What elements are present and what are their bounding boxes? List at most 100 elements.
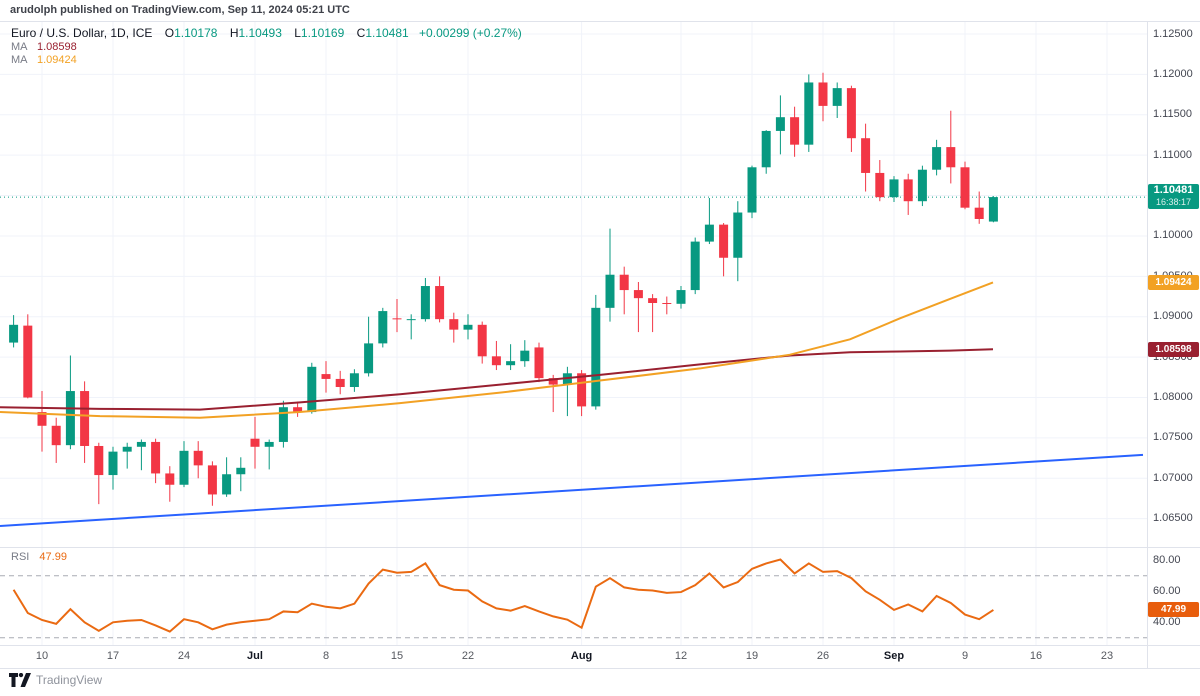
time-axis-label: 10 [35, 650, 49, 662]
candle [591, 294, 601, 410]
ma-fast-line[interactable] [0, 281, 994, 419]
candle [605, 228, 615, 322]
candle [662, 296, 672, 315]
time-axis-label: Sep [883, 650, 905, 662]
candle [122, 442, 132, 469]
candle [790, 106, 800, 157]
low-value: 1.10169 [300, 26, 345, 40]
candle [80, 381, 90, 463]
candle [463, 314, 473, 340]
candle [775, 95, 785, 155]
ma-slow-badge: 1.08598 [1148, 341, 1199, 357]
ma-fast-badge: 1.09424 [1148, 274, 1199, 290]
rsi-line[interactable] [12, 558, 994, 633]
candle [307, 362, 317, 414]
candle [94, 442, 104, 505]
candle [293, 401, 303, 417]
candle [364, 316, 374, 377]
symbol-legend[interactable]: Euro / U.S. Dollar, 1D, ICE O1.10178 H1.… [11, 26, 522, 40]
candle [648, 294, 658, 333]
time-axis[interactable]: 10 17 24 Jul 8 15 22 Aug 12 19 26 Sep 9 16 23 [0, 645, 1200, 668]
candlestick-series [9, 72, 998, 506]
candle [179, 441, 189, 488]
candle [420, 277, 430, 322]
current-price-badge: 1.10481 16:38:17 [1148, 184, 1199, 210]
candle [733, 201, 743, 282]
candle [151, 438, 161, 484]
time-axis-label: 24 [177, 650, 191, 662]
price-axis-label: 1.12000 [1153, 67, 1193, 80]
candle [449, 312, 459, 343]
rsi-legend[interactable]: RSI 47.99 [11, 551, 67, 563]
header-divider [0, 21, 1200, 22]
price-axis-label: 1.08000 [1153, 391, 1193, 403]
candle [108, 446, 118, 490]
time-axis-label: 26 [816, 650, 830, 662]
time-axis-label: 16 [1029, 650, 1043, 662]
candle [335, 370, 345, 395]
price-axis-divider [1147, 22, 1148, 668]
price-axis-label: 1.11500 [1153, 108, 1192, 121]
price-axis-label: 1.07500 [1153, 431, 1193, 444]
open-label: O [164, 26, 175, 40]
candle [832, 82, 842, 119]
trendline[interactable] [0, 453, 1144, 527]
ma-slow-line[interactable] [0, 348, 994, 411]
ma-fast-label: MA [11, 54, 27, 66]
candle [988, 196, 998, 223]
candle [392, 298, 402, 333]
candle [903, 173, 913, 215]
rsi-value: 47.99 [39, 551, 67, 563]
candle [946, 110, 956, 184]
candle [804, 74, 814, 152]
candle [193, 441, 203, 479]
time-axis-label: 22 [461, 650, 475, 662]
price-axis-label: 1.11000 [1153, 148, 1192, 161]
time-axis-label: 8 [322, 650, 330, 662]
bottom-divider [0, 668, 1200, 669]
candle [435, 276, 445, 323]
rsi-axis[interactable]: 80.00 60.00 40.00 [1147, 547, 1200, 645]
price-axis-label: 1.10000 [1153, 229, 1193, 242]
candle [165, 466, 175, 502]
candle [534, 342, 544, 383]
candle [690, 237, 700, 295]
candle [264, 439, 274, 470]
countdown-timer: 16:38:17 [1155, 197, 1192, 208]
ma-fast-legend[interactable]: MA 1.09424 [11, 54, 77, 66]
candle [477, 321, 487, 364]
low-label: L [294, 26, 301, 40]
rsi-axis-label: 60.00 [1153, 584, 1181, 597]
candle [960, 161, 970, 210]
candle [889, 176, 899, 203]
candle [278, 400, 288, 448]
panel-divider[interactable] [0, 547, 1200, 548]
price-axis[interactable]: 1.125001.120001.115001.110001.105001.100… [1147, 22, 1200, 547]
ma-slow-legend[interactable]: MA 1.08598 [11, 41, 77, 53]
candle [548, 374, 558, 413]
candle [917, 165, 927, 207]
candle [704, 197, 714, 245]
time-axis-label: Jul [247, 650, 263, 662]
candle [349, 369, 359, 392]
candle [974, 191, 984, 224]
attribution-text: arudolph published on TradingView.com, S… [10, 4, 350, 16]
candle [23, 314, 33, 399]
candle [562, 366, 572, 417]
candle [9, 315, 19, 348]
candle [932, 139, 942, 176]
time-axis-label: 15 [390, 650, 404, 662]
grid [0, 22, 1147, 645]
candle [520, 340, 530, 367]
candle [861, 123, 871, 192]
candle [846, 85, 856, 152]
price-axis-label: 1.09000 [1153, 310, 1193, 323]
candle [761, 130, 771, 174]
candle [875, 160, 885, 202]
candle [491, 340, 501, 371]
candle [250, 416, 260, 469]
tradingview-logo[interactable]: TradingView [9, 673, 102, 687]
time-axis-label: 12 [674, 650, 688, 662]
